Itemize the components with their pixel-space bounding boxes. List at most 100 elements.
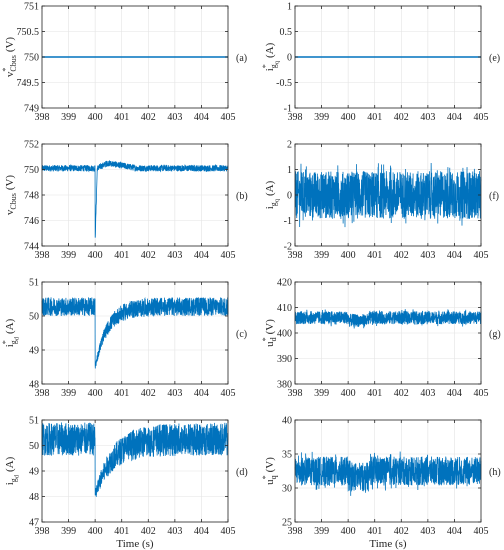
y-tick-label: 0.5 [280,27,293,38]
x-tick-label: 401 [367,526,382,537]
y-tick-label: 750 [24,165,39,176]
y-tick-label: 380 [277,380,292,391]
y-label-unit: (V) [264,319,276,335]
x-tick-label: 402 [394,112,409,123]
x-tick-label: 402 [394,526,409,537]
subplot-a: 398 399 400 401 402 403 404 405 749 749.5 750 750.5… [1,2,247,124]
y-tick-label: 49 [29,467,39,478]
y-tick-label: 746 [24,216,39,227]
y-axis-label: igd (A) [4,456,21,485]
series-line [41,160,229,238]
y-label-superscript: * [261,64,270,68]
x-tick-label: 405 [474,526,489,537]
y-tick-label: -0.5 [276,78,292,89]
x-tick-label: 401 [114,112,129,123]
y-label-symbol: i [264,68,276,71]
x-tick-label: 401 [114,388,129,399]
x-tick-label: 403 [420,526,435,537]
y-tick-label: 1 [287,165,292,176]
y-tick-label: 49 [29,346,39,357]
y-label-subscript: g [9,340,18,344]
x-tick-label: 404 [194,250,209,261]
y-tick-label: 50 [29,312,39,323]
series-line [41,296,229,369]
y-label-subsubscript: q [274,198,281,202]
plot-area [42,282,228,384]
y-label-symbol: i [264,206,276,209]
panel-tag: (g) [489,329,501,340]
x-tick-label: 399 [314,526,329,537]
x-tick-label: 402 [141,250,156,261]
y-tick-label: 35 [282,450,292,461]
x-tick-label: 402 [141,388,156,399]
x-tick-label: 400 [341,388,356,399]
y-label-unit: (A) [264,180,276,196]
panel-tag: (a) [236,53,247,64]
x-tick-label: 400 [341,526,356,537]
x-tick-label: 404 [194,388,209,399]
y-tick-label: 748 [24,191,39,202]
x-tick-label: 403 [420,388,435,399]
y-tick-label: 30 [282,484,292,495]
subplot-e: 398 399 400 401 402 403 404 405 -1 -0.5 0 0.5 1 i*gq (… [261,2,500,124]
y-tick-label: 40 [282,416,292,427]
x-tick-label: 405 [474,388,489,399]
x-tick-label: 398 [35,388,50,399]
y-label-subsubscript: q [274,60,281,64]
y-tick-label: 0 [287,53,292,64]
x-tick-label: 401 [367,112,382,123]
y-tick-label: 749 [24,104,39,115]
x-axis-label: Time (s) [116,538,154,550]
panel-tag: (d) [236,467,248,478]
x-tick-label: 398 [35,526,50,537]
y-tick-label: 25 [282,518,292,529]
x-tick-label: 404 [447,112,462,123]
y-tick-label: 0 [287,191,292,202]
x-tick-label: 405 [221,250,236,261]
y-tick-label: 749.5 [17,78,40,89]
x-tick-label: 399 [61,526,76,537]
y-label-symbol: u [264,479,276,485]
x-tick-label: 405 [221,112,236,123]
y-label-subscript: Cbus [9,193,18,209]
x-tick-label: 403 [167,112,182,123]
x-tick-label: 399 [61,112,76,123]
y-label-symbol: i [4,482,16,485]
y-label-superscript: * [1,340,10,344]
y-label-unit: (V) [4,175,16,191]
x-tick-label: 405 [474,112,489,123]
y-tick-label: 750 [24,53,39,64]
y-label-superscript: * [261,475,270,479]
y-label-unit: (V) [4,37,16,53]
y-label-subscript: q [269,475,278,479]
axes-frame [41,281,229,385]
y-tick-label: -2 [284,242,292,253]
series-line [41,422,229,497]
y-tick-label: 2 [287,140,292,151]
x-tick-label: 399 [314,250,329,261]
y-label-unit: (A) [4,456,16,472]
subplot-f: 398 399 400 401 402 403 404 405 -2 -1 0 1 2 igq (A) (f) [264,140,499,262]
panel-tag: (e) [489,53,500,64]
y-tick-label: -1 [284,216,292,227]
x-tick-label: 400 [341,112,356,123]
x-tick-label: 401 [114,250,129,261]
x-tick-label: 403 [167,388,182,399]
y-label-unit: (A) [264,42,276,58]
axes-frame [294,419,482,523]
y-axis-label: i*gq (A) [261,42,281,71]
x-tick-label: 403 [420,112,435,123]
y-label-symbol: v [4,71,16,77]
x-tick-label: 398 [35,112,50,123]
y-label-superscript: * [261,337,270,341]
x-tick-label: 404 [447,526,462,537]
y-tick-label: 752 [24,140,39,151]
x-tick-label: 399 [61,388,76,399]
y-label-superscript: * [1,68,10,72]
x-tick-label: 403 [167,250,182,261]
panel-tag: (c) [236,329,247,340]
y-axis-label: u*d (V) [261,319,278,347]
series-line [294,163,482,228]
y-tick-label: -1 [284,104,292,115]
